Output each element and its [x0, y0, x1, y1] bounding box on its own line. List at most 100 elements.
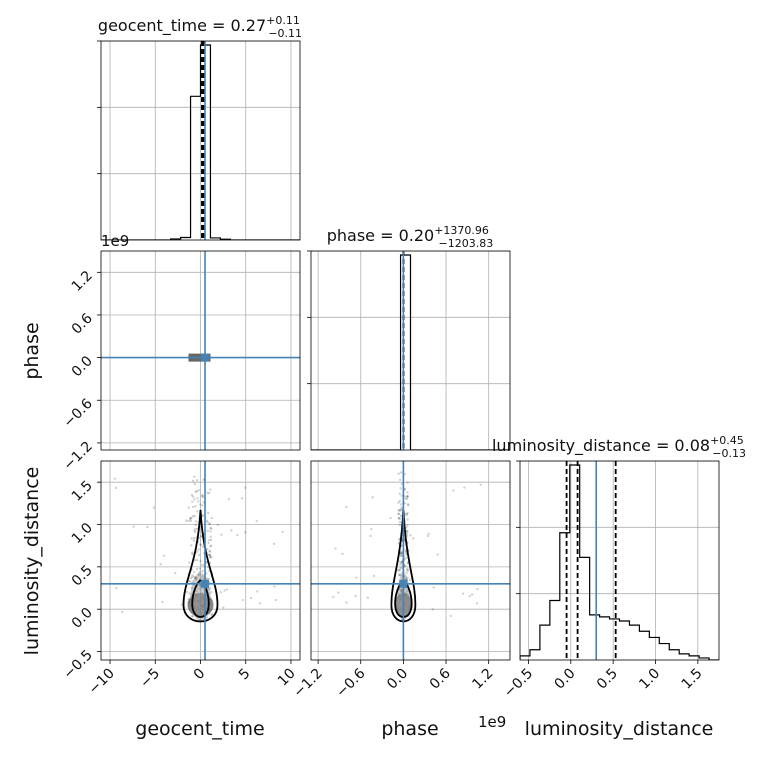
sample-point [432, 586, 435, 589]
axes-frame [519, 460, 720, 661]
x-tick-label: −10 [86, 666, 118, 698]
sample-point [196, 550, 199, 553]
sample-point [187, 506, 190, 509]
sample-point [370, 527, 373, 531]
x-tick-label: 0.0 [384, 666, 411, 693]
sample-point [201, 513, 204, 517]
scatter-panel-geocent_time-luminosity_distance [101, 461, 300, 660]
sample-point [199, 559, 202, 563]
sample-point [208, 553, 211, 557]
sample-point [209, 535, 213, 538]
sample-point [461, 592, 465, 595]
sample-point [406, 524, 409, 527]
sample-point [193, 529, 196, 532]
sample-point [114, 486, 118, 490]
sample-point [187, 519, 190, 523]
title-lower: −1203.83 [439, 237, 494, 250]
sample-point [406, 561, 409, 565]
y-tick-label: 1.5 [69, 478, 96, 505]
y-tick-label: 1.2 [69, 268, 96, 295]
sample-point [180, 603, 184, 606]
sample-point [206, 548, 209, 551]
sample-point [398, 574, 401, 577]
sample-point [230, 529, 233, 532]
sample-point [201, 494, 204, 497]
truth-marker [201, 353, 210, 362]
sample-point [397, 517, 401, 520]
sample-point [206, 491, 209, 495]
sample-point [191, 552, 194, 556]
sample-point [162, 554, 166, 558]
sample-point [201, 504, 204, 507]
sample-point [195, 567, 199, 571]
histogram-step-geocent_time [101, 44, 300, 240]
y-tick-label: −0.5 [60, 647, 95, 682]
sample-point [354, 594, 357, 598]
x-tick-label: 1.5 [679, 666, 706, 693]
sample-point [281, 530, 284, 534]
sample-point [398, 478, 402, 482]
sample-point [195, 479, 199, 482]
sample-point [399, 487, 402, 490]
sample-point [244, 531, 247, 534]
sample-point [197, 500, 200, 503]
sample-point [206, 529, 209, 533]
sample-point [197, 489, 201, 492]
sample-point [403, 565, 407, 568]
sample-point [192, 570, 196, 574]
title-lower: −0.11 [268, 27, 302, 40]
sample-point [406, 532, 409, 535]
sample-point [256, 590, 259, 593]
sample-point [341, 552, 344, 556]
sample-point [398, 509, 401, 512]
sample-point [113, 477, 117, 480]
sample-point [189, 580, 192, 583]
sample-point [196, 497, 199, 500]
sample-point [244, 486, 247, 489]
sample-point [222, 606, 225, 609]
sample-point [408, 578, 412, 582]
x-tick-label: −0.5 [501, 666, 536, 701]
sample-point [189, 517, 192, 520]
axes-frame [100, 250, 301, 451]
y-tick-label: 1.0 [69, 520, 96, 547]
sample-point [206, 511, 210, 515]
x-axis-label-phase: phase [381, 718, 438, 740]
sample-point [201, 495, 205, 499]
sample-point [273, 585, 276, 588]
sample-point [210, 613, 213, 617]
sample-point [397, 501, 400, 504]
sample-point [398, 568, 402, 571]
sample-point [241, 598, 244, 602]
sample-point [199, 503, 202, 506]
sample-point [337, 591, 340, 594]
sample-point [191, 615, 195, 618]
scatter-panel-geocent_time-phase [101, 251, 300, 450]
sample-point [198, 567, 202, 570]
sample-point [219, 591, 223, 594]
x-axis-label-luminosity_distance: luminosity_distance [525, 718, 714, 740]
sample-point [272, 542, 276, 546]
sample-point [470, 593, 474, 596]
sample-point [209, 545, 212, 548]
sample-point [397, 509, 400, 512]
sample-point [409, 534, 412, 537]
sample-point [210, 556, 213, 559]
sample-point [195, 490, 199, 493]
sample-point [403, 472, 407, 476]
sample-point [397, 472, 400, 475]
sample-point [404, 553, 408, 556]
sample-point [366, 596, 370, 599]
sample-point [406, 569, 409, 572]
sample-point [174, 572, 177, 575]
sample-point [406, 511, 409, 515]
sample-point [240, 496, 244, 500]
sample-point [400, 551, 403, 555]
sample-point [210, 544, 213, 547]
sample-point [405, 571, 408, 575]
sample-point [405, 556, 408, 559]
sample-point [398, 509, 402, 512]
sample-point [206, 521, 209, 524]
sample-point [209, 526, 212, 530]
